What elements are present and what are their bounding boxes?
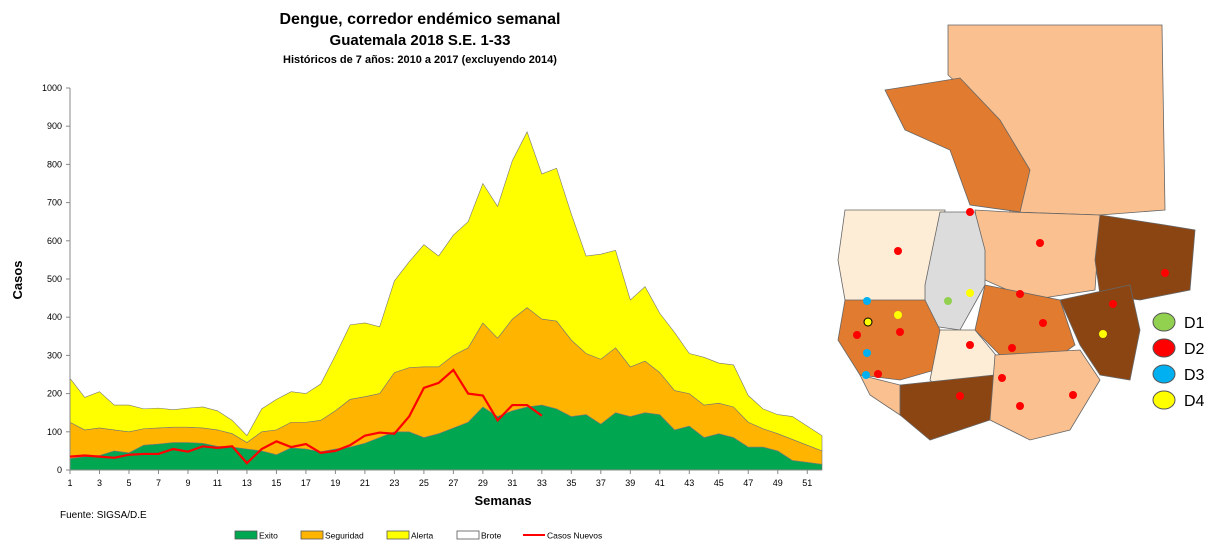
- x-tick-label: 43: [684, 478, 694, 488]
- map-legend-label: D3: [1184, 367, 1205, 384]
- x-tick-label: 15: [271, 478, 281, 488]
- x-tick-label: 37: [596, 478, 606, 488]
- x-axis-label: Semanas: [474, 493, 531, 508]
- dot: [1109, 300, 1117, 308]
- y-axis-label: Casos: [10, 260, 25, 299]
- dot: [863, 317, 873, 327]
- legend-swatch: [300, 530, 324, 540]
- region: [989, 349, 1101, 441]
- legend-label: Seguridad: [325, 531, 364, 541]
- line: [69, 368, 543, 465]
- map: [837, 24, 1196, 441]
- x-tick-label: 51: [802, 478, 812, 488]
- dot: [1039, 319, 1047, 327]
- dot: [874, 370, 882, 378]
- x-tick-label: 21: [360, 478, 370, 488]
- x-tick-label: 27: [448, 478, 458, 488]
- x-tick-label: 7: [156, 478, 161, 488]
- map-legend-label: D4: [1184, 393, 1205, 410]
- region: [899, 374, 996, 441]
- chart-title: Dengue, corredor endémico semanal: [280, 11, 561, 28]
- x-tick-label: 45: [714, 478, 724, 488]
- dot: [1008, 344, 1016, 352]
- x-tick-label: 11: [213, 478, 222, 488]
- legend-label: Exito: [259, 531, 278, 541]
- y-tick-label: 500: [47, 274, 62, 284]
- dot: [1016, 290, 1024, 298]
- x-tick-label: 35: [566, 478, 576, 488]
- y-tick-label: 1000: [42, 83, 62, 93]
- x-tick-label: 5: [126, 478, 131, 488]
- x-tick-label: 39: [625, 478, 635, 488]
- legend-swatch: [386, 530, 410, 540]
- region: [859, 374, 901, 416]
- x-tick-label: 33: [537, 478, 547, 488]
- dot: [894, 311, 902, 319]
- legend-swatch: [234, 530, 258, 540]
- x-tick-label: 23: [389, 478, 399, 488]
- dot: [956, 392, 964, 400]
- x-tick-label: 25: [419, 478, 429, 488]
- y-tick-label: 800: [47, 159, 62, 169]
- dot: [998, 374, 1006, 382]
- legend-label: Alerta: [411, 531, 433, 541]
- y-tick-label: 200: [47, 389, 62, 399]
- x-tick-label: 13: [242, 478, 252, 488]
- y-tick-label: 0: [57, 465, 62, 475]
- x-tick-label: 29: [478, 478, 488, 488]
- dot: [863, 297, 871, 305]
- dot: [1069, 391, 1077, 399]
- dot: [966, 341, 974, 349]
- dot: [1161, 269, 1169, 277]
- map-legend-label: D1: [1184, 315, 1205, 332]
- dot: [896, 328, 904, 336]
- region: [924, 211, 986, 331]
- legend-label: Casos Nuevos: [547, 531, 602, 541]
- y-tick-label: 100: [47, 427, 62, 437]
- region: [837, 299, 941, 381]
- map-legend-swatch: [1152, 312, 1176, 332]
- x-tick-label: 1: [67, 478, 72, 488]
- y-tick-label: 600: [47, 236, 62, 246]
- map-legend-label: D2: [1184, 341, 1205, 358]
- region: [1094, 214, 1196, 301]
- x-tick-label: 9: [185, 478, 190, 488]
- map-legend-swatch: [1152, 338, 1176, 358]
- map-legend-swatch: [1152, 390, 1176, 410]
- x-tick-label: 41: [655, 478, 665, 488]
- dot: [863, 349, 871, 357]
- x-tick-label: 47: [743, 478, 753, 488]
- y-tick-label: 300: [47, 350, 62, 360]
- map-dots: [853, 208, 1169, 410]
- dot: [853, 331, 861, 339]
- y-tick-label: 700: [47, 198, 62, 208]
- y-tick-label: 400: [47, 312, 62, 322]
- dot: [966, 289, 974, 297]
- dot: [944, 297, 952, 305]
- dot: [966, 208, 974, 216]
- x-tick-label: 17: [301, 478, 311, 488]
- dot: [894, 247, 902, 255]
- area: [69, 131, 823, 452]
- dot: [1036, 239, 1044, 247]
- x-tick-label: 19: [330, 478, 340, 488]
- dot: [1099, 330, 1107, 338]
- chart-subtitle: Guatemala 2018 S.E. 1-33: [330, 32, 511, 49]
- map-legend-swatch: [1152, 364, 1176, 384]
- x-tick-label: 49: [773, 478, 783, 488]
- y-tick-label: 900: [47, 121, 62, 131]
- x-tick-label: 31: [507, 478, 517, 488]
- source: Fuente: SIGSA/D.E: [60, 510, 147, 521]
- chart-subtitle: Históricos de 7 años: 2010 a 2017 (exclu…: [283, 54, 557, 66]
- legend-swatch: [456, 530, 480, 540]
- x-tick-label: 3: [97, 478, 102, 488]
- dot: [862, 371, 870, 379]
- dot: [1016, 402, 1024, 410]
- legend-label: Brote: [481, 531, 502, 541]
